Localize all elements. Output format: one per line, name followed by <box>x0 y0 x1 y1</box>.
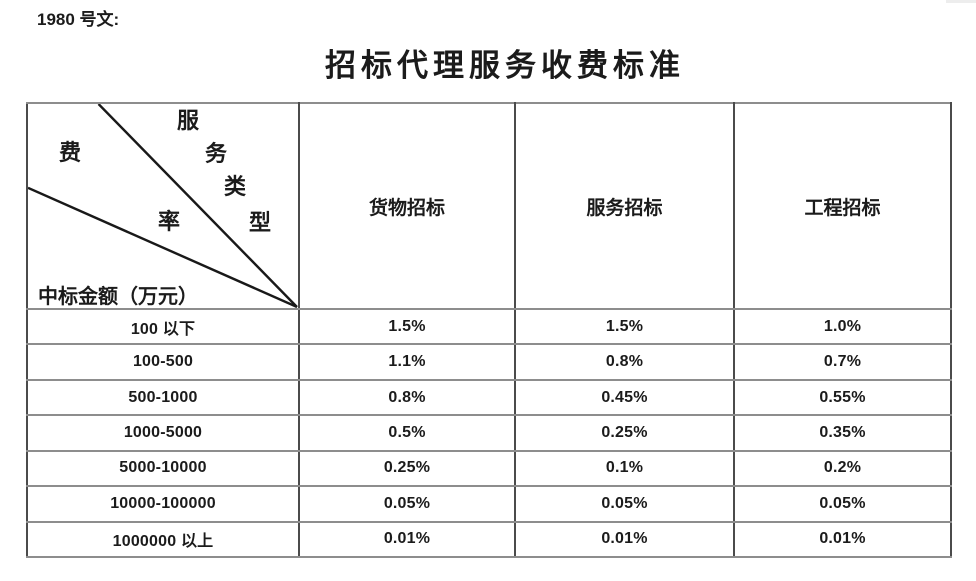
fee-rate-cell: 0.8% <box>298 378 516 417</box>
table-row: 1000000 以上 0.01% 0.01% 0.01% <box>26 520 952 559</box>
corner-char-fee-rate: 率 <box>157 209 181 234</box>
table-row: 5000-10000 0.25% 0.1% 0.2% <box>26 449 952 488</box>
table-row: 1000-5000 0.5% 0.25% 0.35% <box>26 414 952 452</box>
column-header-goods-bidding: 货物招标 <box>298 102 516 310</box>
corner-char-service-type: 类 <box>223 174 247 199</box>
bid-amount-cell: 100 以下 <box>26 307 300 346</box>
fee-rate-cell: 0.01% <box>514 520 735 559</box>
corner-char-service-type: 服 <box>176 108 200 133</box>
fee-rate-cell: 0.7% <box>733 343 952 381</box>
fee-rate-cell: 0.5% <box>298 414 516 452</box>
fee-rate-cell: 0.25% <box>514 414 735 452</box>
fee-rate-cell: 0.05% <box>733 485 952 523</box>
fee-rate-cell: 0.05% <box>298 485 516 523</box>
bid-amount-cell: 100-500 <box>26 343 300 381</box>
fee-rate-cell: 0.2% <box>733 449 952 488</box>
table-row: 500-1000 0.8% 0.45% 0.55% <box>26 378 952 417</box>
fee-standard-table: 服 务 类 型 费 率 中标金额（万元） 货物招标 服务招标 工程招标 100 … <box>26 102 952 559</box>
fee-rate-cell: 0.55% <box>733 378 952 417</box>
fee-rate-cell: 1.5% <box>298 307 516 346</box>
table-body: 100 以下 1.5% 1.5% 1.0% 100-500 1.1% 0.8% 0.7% 500… <box>26 307 952 559</box>
fee-rate-cell: 0.45% <box>514 378 735 417</box>
fee-rate-cell: 0.1% <box>514 449 735 488</box>
fee-rate-cell: 1.0% <box>733 307 952 346</box>
doc-number-label: 1980 号文: <box>37 10 120 29</box>
corner-char-fee-rate: 费 <box>58 140 82 165</box>
fee-rate-cell: 0.05% <box>514 485 735 523</box>
bid-amount-cell: 500-1000 <box>26 378 300 417</box>
bid-amount-cell: 10000-100000 <box>26 485 300 523</box>
fee-rate-cell: 0.01% <box>298 520 516 559</box>
bid-amount-cell: 1000-5000 <box>26 414 300 452</box>
table-row: 10000-100000 0.05% 0.05% 0.05% <box>26 485 952 523</box>
diagonal-divider-lines <box>28 104 298 308</box>
table-corner-cell: 服 务 类 型 费 率 中标金额（万元） <box>26 102 300 310</box>
page-title: 招标代理服务收费标准 <box>325 48 685 83</box>
fee-rate-cell: 0.01% <box>733 520 952 559</box>
column-header-service-bidding: 服务招标 <box>514 102 735 310</box>
fee-rate-cell: 0.8% <box>514 343 735 381</box>
fee-rate-cell: 0.35% <box>733 414 952 452</box>
header-row: 服 务 类 型 费 率 中标金额（万元） 货物招标 服务招标 工程招标 <box>26 102 952 310</box>
fee-rate-cell: 0.25% <box>298 449 516 488</box>
corner-char-service-type: 型 <box>248 210 272 235</box>
bid-amount-cell: 1000000 以上 <box>26 520 300 559</box>
fee-rate-cell: 1.5% <box>514 307 735 346</box>
table-row: 100-500 1.1% 0.8% 0.7% <box>26 343 952 381</box>
page-edge-artifact <box>946 0 976 3</box>
table-row: 100 以下 1.5% 1.5% 1.0% <box>26 307 952 346</box>
bid-amount-cell: 5000-10000 <box>26 449 300 488</box>
fee-rate-cell: 1.1% <box>298 343 516 381</box>
corner-char-service-type: 务 <box>204 141 228 166</box>
corner-amount-label: 中标金额（万元） <box>38 286 198 308</box>
column-header-engineering-bidding: 工程招标 <box>733 102 952 310</box>
